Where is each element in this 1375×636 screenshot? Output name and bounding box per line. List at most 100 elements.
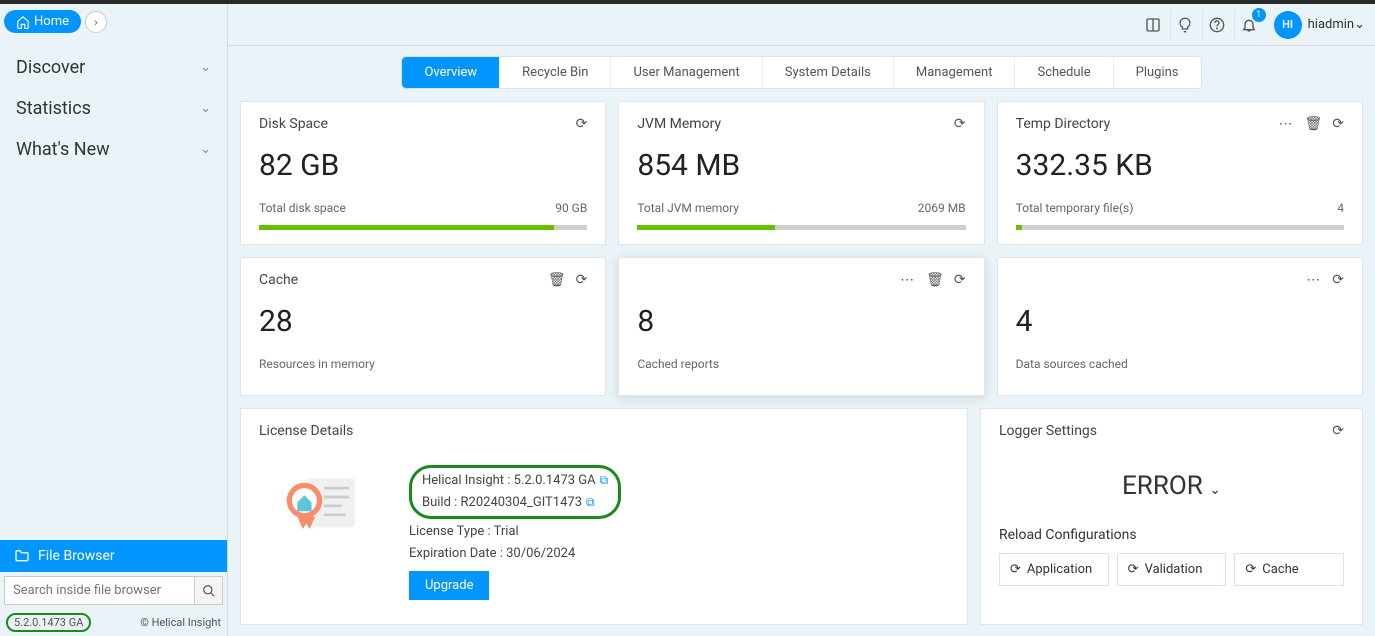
- folder-icon: [14, 548, 30, 564]
- tab-overview[interactable]: Overview: [402, 57, 500, 88]
- file-browser-header[interactable]: File Browser: [0, 540, 227, 572]
- card-logger: Logger Settings⟳ ERROR ⌄ Reload Configur…: [980, 408, 1363, 625]
- license-info: Helical Insight : 5.2.0.1473 GA ⧉ Build :…: [409, 465, 621, 600]
- card-datasources: ⋯ ⟳ 4 Data sources cached: [997, 257, 1363, 396]
- reload-application[interactable]: ⟳Application: [999, 553, 1109, 586]
- tab-management[interactable]: Management: [894, 57, 1016, 88]
- sub-label: Data sources cached: [1016, 357, 1128, 371]
- card-cached-reports: ⋯ 🗑 ⟳ 8 Cached reports: [618, 257, 984, 396]
- card-jvm: JVM Memory ⟳ 854 MB Total JVM memory 2069 …: [618, 101, 984, 245]
- refresh-icon[interactable]: ⟳: [1332, 423, 1344, 439]
- tab-recycle[interactable]: Recycle Bin: [500, 57, 611, 88]
- sub-label: Total disk space: [259, 201, 346, 215]
- sidebar-item-label: Statistics: [16, 98, 91, 119]
- sub-value: 2069 MB: [918, 201, 966, 215]
- home-icon: [16, 15, 30, 29]
- tab-strip: Overview Recycle Bin User Management Sys…: [401, 56, 1201, 89]
- refresh-icon[interactable]: ⟳: [954, 272, 966, 288]
- search-icon: [202, 584, 216, 598]
- breadcrumb: Home ›: [0, 4, 227, 39]
- refresh-icon[interactable]: ⟳: [954, 116, 966, 132]
- breadcrumb-next[interactable]: ›: [85, 11, 107, 33]
- nav-list: Discover ⌄ Statistics⌄ What's New ⌄: [0, 39, 227, 540]
- card-title: Temp Directory: [1016, 116, 1111, 132]
- license-version: Helical Insight : 5.2.0.1473 GA: [422, 473, 596, 488]
- sidebar-item-statistics[interactable]: Statistics⌄: [0, 88, 227, 129]
- logger-level[interactable]: ERROR ⌄: [999, 455, 1344, 517]
- bulb-icon[interactable]: [1170, 10, 1200, 40]
- sub-value: 90 GB: [555, 201, 587, 215]
- copy-icon[interactable]: ⧉: [600, 473, 609, 487]
- trash-icon[interactable]: 🗑: [1304, 116, 1322, 132]
- search-row: [4, 576, 223, 605]
- temp-value: 332.35 KB: [1016, 148, 1344, 183]
- card-disk: Disk Space⟳ 82 GB Total disk space90 GB: [240, 101, 606, 245]
- home-pill[interactable]: Home: [4, 10, 81, 33]
- bell-badge: 1: [1252, 8, 1266, 22]
- refresh-icon[interactable]: ⟳: [576, 116, 588, 132]
- sidebar-item-whatsnew[interactable]: What's New ⌄: [0, 129, 227, 170]
- cache-value: 28: [259, 304, 587, 339]
- sub-label: Cached reports: [637, 357, 719, 371]
- help-icon[interactable]: [1202, 10, 1232, 40]
- ds-value: 4: [1016, 304, 1344, 339]
- card-title: Cache: [259, 272, 298, 288]
- sidebar-item-label: Discover: [16, 57, 85, 78]
- tab-plugins[interactable]: Plugins: [1114, 57, 1201, 88]
- card-title: License Details: [259, 423, 353, 439]
- copy-icon[interactable]: ⧉: [586, 495, 595, 509]
- trash-icon[interactable]: 🗑: [926, 272, 944, 288]
- more-icon[interactable]: ⋯: [1306, 272, 1322, 288]
- reload-validation[interactable]: ⟳Validation: [1117, 553, 1227, 586]
- tab-system[interactable]: System Details: [763, 57, 894, 88]
- card-temp: Temp Directory ⋯ 🗑 ⟳ 332.35 KB Total tempor…: [997, 101, 1363, 245]
- avatar: HI: [1274, 11, 1302, 39]
- upgrade-button[interactable]: Upgrade: [409, 571, 489, 600]
- topbar: 1 HI hiadmin⌄: [228, 4, 1375, 46]
- chevron-down-icon: ⌄: [200, 60, 211, 75]
- card-cache: Cache 🗑 ⟳ 28 Resources in memory: [240, 257, 606, 396]
- license-build: Build : R20240304_GIT1473: [422, 495, 582, 510]
- reload-cache[interactable]: ⟳Cache: [1234, 553, 1344, 586]
- version-row: 5.2.0.1473 GA © Helical Insight: [0, 609, 227, 636]
- search-input[interactable]: [5, 577, 194, 604]
- jvm-value: 854 MB: [637, 148, 965, 183]
- search-button[interactable]: [194, 577, 222, 604]
- sub-value: 4: [1337, 201, 1344, 215]
- progress-bar: [637, 225, 965, 230]
- content: Overview Recycle Bin User Management Sys…: [228, 46, 1375, 636]
- sub-label: Total JVM memory: [637, 201, 739, 215]
- card-title: Logger Settings: [999, 423, 1097, 439]
- main: 1 HI hiadmin⌄ Overview Recycle Bin User …: [228, 0, 1375, 636]
- sub-label: Total temporary file(s): [1016, 201, 1134, 215]
- sidebar-item-discover[interactable]: Discover ⌄: [0, 47, 227, 88]
- user-menu[interactable]: HI hiadmin⌄: [1266, 11, 1365, 39]
- more-icon[interactable]: ⋯: [1278, 116, 1294, 132]
- refresh-icon[interactable]: ⟳: [576, 272, 588, 288]
- chevron-down-icon: ⌄: [200, 142, 211, 157]
- license-type: License Type : Trial: [409, 521, 621, 543]
- license-expiry: Expiration Date : 30/06/2024: [409, 543, 621, 565]
- sidebar-item-label: What's New: [16, 139, 110, 160]
- trash-icon[interactable]: 🗑: [548, 272, 566, 288]
- user-name: hiadmin⌄: [1308, 17, 1365, 32]
- refresh-icon[interactable]: ⟳: [1332, 272, 1344, 288]
- layout-icon[interactable]: [1138, 10, 1168, 40]
- more-icon[interactable]: ⋯: [900, 272, 916, 288]
- sub-label: Resources in memory: [259, 357, 375, 371]
- reports-value: 8: [637, 304, 965, 339]
- version-label: 5.2.0.1473 GA: [6, 613, 91, 632]
- bell-icon[interactable]: 1: [1234, 10, 1264, 40]
- tab-schedule[interactable]: Schedule: [1015, 57, 1113, 88]
- progress-bar: [259, 225, 587, 230]
- tab-users[interactable]: User Management: [611, 57, 762, 88]
- home-label: Home: [34, 14, 69, 29]
- progress-bar: [1016, 225, 1344, 230]
- copyright: © Helical Insight: [140, 616, 221, 629]
- license-badge-icon: [279, 465, 369, 545]
- refresh-icon[interactable]: ⟳: [1332, 116, 1344, 132]
- file-browser-label: File Browser: [38, 548, 115, 564]
- card-title: JVM Memory: [637, 116, 721, 132]
- sidebar: Home › Discover ⌄ Statistics⌄ What's New ⌄…: [0, 0, 228, 636]
- disk-value: 82 GB: [259, 148, 587, 183]
